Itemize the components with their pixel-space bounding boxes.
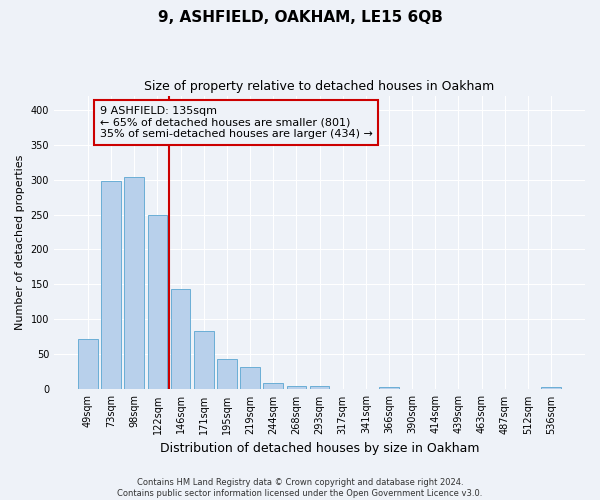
Bar [124,176,144,390]
Text: 9 ASHFIELD: 135sqm
← 65% of detached houses are smaller (801)
35% of semi-detach: 9 ASHFIELD: 135sqm ← 65% of detached hou… [100,106,373,140]
Bar [379,388,399,390]
X-axis label: Distribution of detached houses by size in Oakham: Distribution of detached houses by size … [160,442,479,455]
Bar [310,386,329,390]
Bar [171,290,190,390]
Bar [217,360,237,390]
Text: 9, ASHFIELD, OAKHAM, LE15 6QB: 9, ASHFIELD, OAKHAM, LE15 6QB [158,10,442,25]
Bar [78,339,98,390]
Y-axis label: Number of detached properties: Number of detached properties [15,155,25,330]
Text: Contains HM Land Registry data © Crown copyright and database right 2024.
Contai: Contains HM Land Registry data © Crown c… [118,478,482,498]
Bar [194,332,214,390]
Title: Size of property relative to detached houses in Oakham: Size of property relative to detached ho… [145,80,494,93]
Bar [148,214,167,390]
Bar [263,383,283,390]
Bar [240,367,260,390]
Bar [541,388,561,390]
Bar [287,386,306,390]
Bar [101,181,121,390]
